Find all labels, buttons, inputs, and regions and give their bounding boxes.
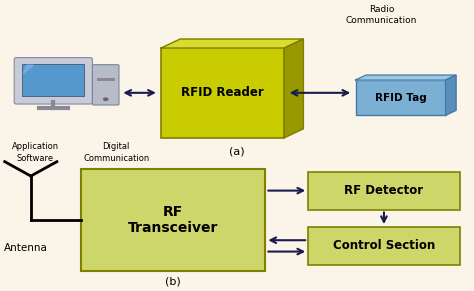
Text: RFID Tag: RFID Tag	[374, 93, 427, 103]
Text: RF
Transceiver: RF Transceiver	[128, 205, 218, 235]
Text: (a): (a)	[229, 147, 245, 157]
Bar	[308, 227, 460, 265]
Text: RFID Reader: RFID Reader	[182, 86, 264, 99]
Bar	[308, 172, 460, 210]
Text: Radio
Communication: Radio Communication	[346, 5, 417, 25]
Text: Control Section: Control Section	[333, 239, 435, 252]
Bar	[22, 64, 84, 96]
Polygon shape	[356, 75, 456, 80]
FancyBboxPatch shape	[92, 65, 119, 105]
Text: RF Detector: RF Detector	[345, 184, 423, 197]
Bar	[161, 48, 284, 138]
Polygon shape	[23, 65, 34, 74]
Bar	[97, 78, 115, 81]
Text: Antenna: Antenna	[4, 243, 48, 253]
Text: (b): (b)	[165, 277, 181, 287]
Polygon shape	[446, 75, 456, 115]
Polygon shape	[284, 39, 303, 138]
Circle shape	[103, 97, 109, 101]
Bar	[81, 169, 265, 271]
Bar	[356, 80, 446, 115]
Text: Digital
Communication: Digital Communication	[83, 142, 149, 163]
Polygon shape	[161, 39, 303, 48]
FancyBboxPatch shape	[14, 58, 92, 104]
Text: Application
Software: Application Software	[12, 142, 59, 163]
